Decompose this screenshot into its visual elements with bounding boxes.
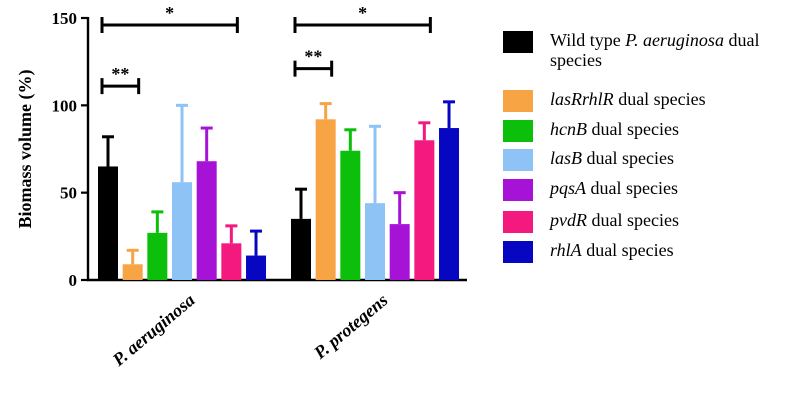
bar xyxy=(147,232,168,280)
legend-label-part: Wild type xyxy=(550,30,626,50)
bar xyxy=(196,161,217,280)
y-tick-label: 150 xyxy=(52,9,78,28)
legend-label: Wild type P. aeruginosa dual species xyxy=(550,30,812,70)
legend-label-part: dual species xyxy=(613,89,706,109)
y-tick-label: 50 xyxy=(60,184,77,203)
legend-label-part: lasB xyxy=(550,148,583,168)
bar xyxy=(340,150,361,280)
bar xyxy=(172,182,193,280)
bar xyxy=(389,224,410,280)
legend-swatch xyxy=(503,90,533,112)
legend-label-part: P. aeruginosa xyxy=(625,30,724,50)
legend-label: pqsA dual species xyxy=(550,178,678,198)
bar xyxy=(221,243,242,280)
bar xyxy=(98,166,118,280)
legend-swatch xyxy=(503,149,533,171)
x-category-label: P. protegens xyxy=(309,290,391,364)
legend-swatch xyxy=(503,179,533,201)
y-axis-title: Biomass volume (%) xyxy=(15,70,36,229)
legend-label-part: lasRrhlR xyxy=(550,89,614,109)
significance-label: * xyxy=(165,3,174,23)
bar xyxy=(315,119,336,280)
legend-label-part: dual species xyxy=(582,148,674,168)
bar xyxy=(246,255,267,280)
legend-swatch xyxy=(503,120,533,142)
bar xyxy=(291,218,311,280)
legend-label-part: dual species xyxy=(550,30,760,70)
y-tick-label: 0 xyxy=(69,271,78,290)
legend-label: lasRrhlR dual species xyxy=(550,89,706,109)
legend-label: hcnB dual species xyxy=(550,119,679,139)
legend-label-part: hcnB xyxy=(550,119,587,139)
y-tick-label: 100 xyxy=(52,96,78,115)
bar xyxy=(122,264,143,280)
legend-label: rhlA dual species xyxy=(550,240,674,260)
bar xyxy=(365,203,386,280)
significance-label: ** xyxy=(111,64,129,84)
legend-swatch xyxy=(503,241,533,263)
legend-label-part: dual species xyxy=(586,210,679,230)
legend-swatch xyxy=(503,31,533,53)
legend-label-part: dual species xyxy=(586,119,679,139)
legend-label: lasB dual species xyxy=(550,148,674,168)
legend-label-part: dual species xyxy=(581,240,674,260)
significance-label: ** xyxy=(304,47,322,67)
bar xyxy=(414,140,435,280)
significance-label: * xyxy=(358,3,367,23)
bar xyxy=(439,128,460,280)
legend-label-part: pqsA xyxy=(550,178,586,198)
legend-swatch xyxy=(503,211,533,233)
x-category-label: P. aeruginosa xyxy=(108,290,199,371)
legend-label: pvdR dual species xyxy=(550,210,679,230)
legend-label-part: rhlA xyxy=(550,240,582,260)
legend-label-part: pvdR xyxy=(550,210,587,230)
legend-label-part: dual species xyxy=(586,178,678,198)
